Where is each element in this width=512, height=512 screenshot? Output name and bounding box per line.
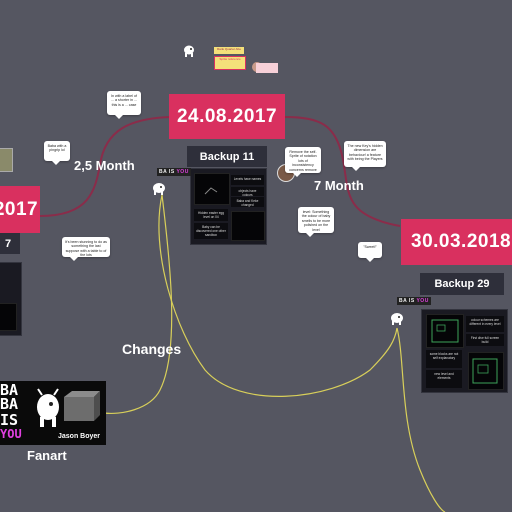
comment-bubble-2: Baba with a pingrip lol <box>44 141 70 165</box>
baba-creature-icon-middle <box>153 183 165 195</box>
logo-main-text-right: BA IS <box>399 298 415 304</box>
changes-line-c <box>396 327 446 512</box>
comment-bubble-3: The new Key's hidden dimension are behav… <box>344 141 386 171</box>
image-thumbnail-left <box>0 148 13 172</box>
fanart-text-4: YOU <box>0 427 22 441</box>
date-text-middle: 24.08.2017 <box>176 105 278 127</box>
panel-middle-cell-3: Baba and Keke changed <box>231 197 264 207</box>
fanart-text-1: BA <box>0 381 19 399</box>
logo-accent-text-middle: YOU <box>176 169 189 175</box>
backup-text-middle: Backup 11 <box>199 150 255 163</box>
backup-text-left: 7 <box>4 237 12 250</box>
fanart-text-2: BA <box>0 395 19 413</box>
panel-right-thumb-2 <box>468 352 504 390</box>
changes-line-b <box>103 194 173 414</box>
panel-right: colour schemes are different in every le… <box>421 309 508 393</box>
pixel-scene-icon <box>204 187 218 195</box>
panel-right-cell-2: First dive full screen build <box>466 334 504 346</box>
panel-middle: Levels have names objects have colours B… <box>190 168 267 245</box>
duration-label-first: 2,5 Month <box>74 158 135 173</box>
changes-line-a <box>158 194 398 397</box>
backup-label-middle: Backup 11 <box>187 146 267 167</box>
logo-accent-text-right: YOU <box>416 298 429 304</box>
sticky-note-1: Rank Quarter Abe <box>214 47 244 54</box>
panel-right-thumb-1 <box>426 314 464 348</box>
date-box-right: 30.03.2018 <box>401 219 512 265</box>
panel-left-thumb <box>0 303 17 331</box>
changes-label: Changes <box>122 341 182 357</box>
timeline-link-left <box>39 116 173 217</box>
panel-middle-cell-5: Baby can be discovered one other sandbox <box>194 223 228 239</box>
comment-bubble-6: "Sweet!" <box>358 242 382 262</box>
timeline-link-right <box>284 116 401 227</box>
sticky-note-2-text: Sprite reference <box>219 57 241 61</box>
level-map-icon-2 <box>472 358 498 384</box>
panel-right-cell-3: some blocks are not self explanatory <box>426 350 462 368</box>
panel-middle-cell-1: Levels have names <box>231 175 264 185</box>
fanart-image: BA BA IS YOU Jason Boyer <box>0 381 106 445</box>
panel-middle-thumb-1 <box>194 173 230 205</box>
panel-right-cell-4: new level and elements <box>426 370 462 388</box>
comment-bubble-1: In with a label of ... a shorter in ... … <box>107 91 141 119</box>
panel-middle-cell-4: Hidden easter egg level on 04 <box>194 209 228 221</box>
fanart-text-3: IS <box>0 411 19 429</box>
fanart-label: Fanart <box>27 448 67 463</box>
panel-middle-thumb-2 <box>231 211 265 241</box>
baba-creature-icon-right <box>391 313 403 325</box>
backup-text-right: Backup 29 <box>434 278 490 290</box>
logo-main-text-middle: BA IS <box>159 169 175 175</box>
date-text-right: 30.03.2018 <box>411 231 512 252</box>
comment-bubble-4: Remove the self-Sprite of notation lots … <box>285 147 321 177</box>
sticky-note-2: Sprite reference <box>214 56 246 70</box>
panel-right-cell-1: colour schemes are different in every le… <box>466 316 504 332</box>
baba-creature-icon-top <box>184 45 194 57</box>
fanart-creature-icon <box>37 388 59 427</box>
date-text-left: 2017 <box>0 198 39 220</box>
date-box-middle: 24.08.2017 <box>169 94 285 139</box>
duration-label-second: 7 Month <box>314 178 364 193</box>
panel-middle-cell-2: objects have colours <box>231 187 264 197</box>
game-logo-middle: BA IS YOU <box>157 168 191 176</box>
sticky-note-3 <box>256 63 278 73</box>
panel-left <box>0 262 22 336</box>
date-box-left: 2017 <box>0 186 40 233</box>
fanart-box-icon <box>64 391 100 421</box>
level-map-icon <box>431 319 459 343</box>
backup-label-right: Backup 29 <box>420 273 504 295</box>
sticky-note-1-text: Rank Quarter Abe <box>216 47 241 51</box>
comment-bubble-7: It's been stunning to do as something th… <box>62 237 110 261</box>
fanart-artist: Jason Boyer <box>58 433 101 440</box>
comment-bubble-5: level: Something the colour of baby smel… <box>298 207 334 237</box>
backup-label-left: 7 <box>0 233 20 254</box>
game-logo-right: BA IS YOU <box>397 297 431 305</box>
